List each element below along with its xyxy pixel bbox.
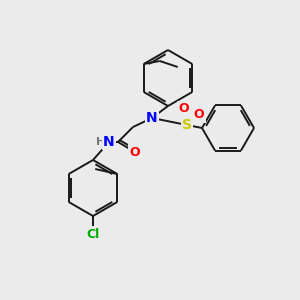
Text: O: O xyxy=(179,103,189,116)
Text: Cl: Cl xyxy=(86,227,100,241)
Text: O: O xyxy=(194,109,204,122)
Text: H: H xyxy=(96,137,106,147)
Text: N: N xyxy=(103,135,115,149)
Text: N: N xyxy=(146,111,158,125)
Text: S: S xyxy=(182,118,192,132)
Text: O: O xyxy=(130,146,140,158)
